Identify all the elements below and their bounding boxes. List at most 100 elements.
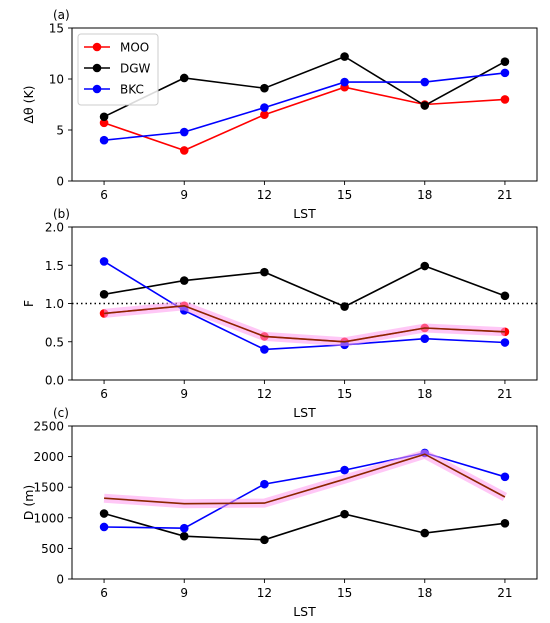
x-tick-label: 6 <box>100 387 108 401</box>
data-point <box>500 338 510 347</box>
series-line <box>103 86 505 152</box>
panel-1: (a) 6 9 12 15 18 21 LST 0 5 10 15 Δθ (K) MOO DGW BKC <box>21 8 538 221</box>
data-point <box>179 276 189 285</box>
y-tick-label: 0 <box>56 573 64 587</box>
y-tick-label: 0.5 <box>45 335 64 349</box>
x-tick-label: 21 <box>497 586 512 600</box>
y-tick-label: 2500 <box>33 420 64 434</box>
data-point <box>420 528 430 538</box>
data-point <box>179 531 189 541</box>
y-tick-label: 0.0 <box>45 374 64 388</box>
panel-3: (c) 6 9 12 15 18 21 LST 0 500 1000 1500 2000 2500 D (m… <box>21 406 538 619</box>
data-point <box>260 535 269 545</box>
y-tick-label: 2.0 <box>45 221 64 235</box>
legend-label: BKC <box>120 83 144 97</box>
data-point <box>260 479 269 489</box>
data-point <box>500 472 510 482</box>
x-axis-label: LST <box>293 405 316 420</box>
x-tick-label: 18 <box>417 387 432 401</box>
data-point <box>500 68 510 78</box>
y-tick-label: 1000 <box>33 511 64 525</box>
data-point <box>179 73 189 83</box>
y-tick-label: 1500 <box>33 481 64 495</box>
legend-swatch-marker <box>92 42 102 52</box>
series-line <box>104 304 505 343</box>
series-line <box>103 55 506 118</box>
legend-swatch-marker <box>92 84 102 94</box>
y-tick-label: 5 <box>56 124 64 138</box>
data-point <box>500 519 510 528</box>
data-point <box>260 110 269 119</box>
data-point <box>99 257 109 266</box>
data-point <box>99 118 109 128</box>
legend-label: DGW <box>120 62 151 76</box>
y-tick-label: 1.5 <box>45 259 64 273</box>
x-tick-label: 9 <box>180 387 188 401</box>
data-point <box>260 83 269 93</box>
y-tick-label: 15 <box>49 22 64 36</box>
y-tick-label: 2000 <box>33 450 64 464</box>
data-point <box>179 127 189 137</box>
data-point <box>99 290 109 299</box>
data-point <box>500 57 510 66</box>
x-tick-label: 9 <box>180 586 188 600</box>
y-tick-label: 500 <box>41 542 64 556</box>
series-line <box>103 265 506 308</box>
plot-frame <box>71 27 538 182</box>
data-point <box>260 345 269 354</box>
data-point <box>260 103 269 112</box>
x-tick-label: 15 <box>337 586 352 600</box>
y-axis-label: F <box>21 300 36 307</box>
x-axis-label: LST <box>293 206 316 221</box>
data-point <box>99 135 109 145</box>
x-tick-label: 15 <box>337 387 352 401</box>
series-line <box>103 512 505 541</box>
data-point <box>500 95 510 104</box>
x-tick-label: 18 <box>417 188 432 202</box>
legend-swatch-marker <box>92 63 102 73</box>
x-tick-label: 18 <box>417 586 432 600</box>
data-point <box>260 267 269 277</box>
panel-label: (c) <box>53 406 69 420</box>
x-tick-label: 6 <box>100 586 108 600</box>
x-tick-label: 9 <box>180 188 188 202</box>
data-point <box>340 509 349 519</box>
data-point <box>99 522 109 532</box>
x-tick-label: 12 <box>257 586 272 600</box>
y-axis-label: D (m) <box>21 485 36 521</box>
data-point <box>340 302 349 311</box>
data-point <box>340 52 349 61</box>
x-tick-label: 21 <box>497 387 512 401</box>
series-line <box>104 453 506 505</box>
data-point <box>99 509 109 518</box>
x-tick-label: 6 <box>100 188 108 202</box>
x-axis-label: LST <box>293 604 316 619</box>
data-point <box>500 291 510 301</box>
data-point <box>340 77 349 87</box>
x-tick-label: 15 <box>337 188 352 202</box>
legend-label: MOO <box>120 41 149 55</box>
y-tick-label: 1.0 <box>45 297 64 311</box>
plot-frame <box>71 226 538 381</box>
x-tick-label: 12 <box>257 188 272 202</box>
data-point <box>420 77 430 87</box>
data-point <box>179 523 189 533</box>
series-line <box>104 72 505 141</box>
y-axis-label: Δθ (K) <box>21 85 36 123</box>
panel-label: (a) <box>53 8 70 22</box>
data-point <box>179 146 189 155</box>
data-point <box>99 112 109 122</box>
plot-frame <box>71 425 538 580</box>
data-point <box>340 465 349 475</box>
legend: MOO DGW BKC <box>77 33 159 106</box>
data-point <box>420 261 430 271</box>
y-tick-label: 10 <box>49 73 64 87</box>
series-band <box>103 449 508 509</box>
data-point <box>420 101 430 110</box>
series-line <box>103 260 505 351</box>
x-tick-label: 12 <box>257 387 272 401</box>
panel-2: (b) 6 9 12 15 18 21 LST 0.0 0.5 1.0 1.5 2.0 F <box>21 207 538 420</box>
data-point <box>420 334 430 343</box>
panel-label: (b) <box>53 207 70 221</box>
